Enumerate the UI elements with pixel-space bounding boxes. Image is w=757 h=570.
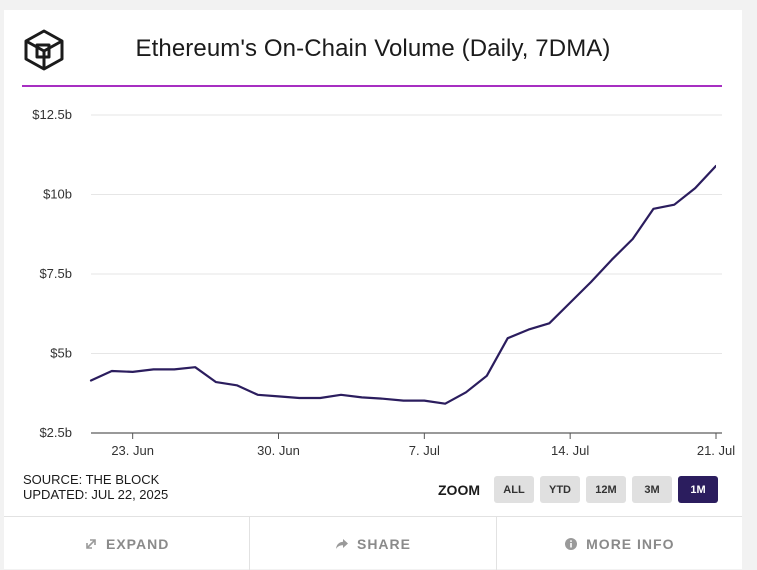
- zoom-3m-button[interactable]: 3M: [632, 476, 672, 503]
- expand-arrows-icon: [84, 537, 98, 551]
- expand-label: EXPAND: [106, 535, 170, 552]
- zoom-all-button[interactable]: ALL: [494, 476, 534, 503]
- source-block: Source: The Block Updated: Jul 22, 2025: [23, 472, 168, 502]
- zoom-1m-button[interactable]: 1M: [678, 476, 718, 503]
- x-tick-label: 7. Jul: [409, 443, 440, 458]
- source-label: Source: The Block: [23, 472, 160, 487]
- x-tick-label: 14. Jul: [551, 443, 589, 458]
- x-tick-label: 23. Jun: [111, 443, 154, 458]
- y-tick-label: $5b: [50, 346, 72, 361]
- x-tick-label: 30. Jun: [257, 443, 300, 458]
- chart-header: Ethereum's On-Chain Volume (Daily, 7DMA): [4, 10, 742, 87]
- x-tick-label: 21. Jul: [697, 443, 735, 458]
- expand-button[interactable]: EXPAND: [4, 517, 251, 570]
- chart-card: Ethereum's On-Chain Volume (Daily, 7DMA)…: [4, 10, 742, 570]
- y-tick-label: $7.5b: [39, 266, 72, 281]
- y-tick-label: $2.5b: [39, 425, 72, 440]
- share-button[interactable]: SHARE: [250, 517, 497, 570]
- zoom-ytd-button[interactable]: YTD: [540, 476, 580, 503]
- the-block-cube-logo: [24, 29, 64, 71]
- zoom-12m-button[interactable]: 12M: [586, 476, 626, 503]
- chart-footer: EXPAND SHARE MORE INFO: [4, 516, 742, 570]
- more-info-button[interactable]: MORE INFO: [497, 517, 742, 570]
- info-circle-icon: [564, 537, 578, 551]
- title-divider: [22, 85, 722, 87]
- share-arrow-icon: [335, 537, 349, 551]
- share-label: SHARE: [356, 535, 411, 552]
- series-line: [89, 164, 716, 405]
- chart-title: Ethereum's On-Chain Volume (Daily, 7DMA): [135, 35, 611, 62]
- more-info-label: MORE INFO: [586, 535, 675, 552]
- updated-label: Updated: Jul 22, 2025: [23, 487, 169, 502]
- y-tick-label: $10b: [43, 187, 72, 202]
- zoom-controls: ZOOM ALL YTD 12M 3M 1M: [438, 476, 718, 503]
- y-tick-label: $12.5b: [32, 107, 72, 122]
- line-chart: $2.5b $5b $7.5b $10b $12.5b 23. Jun 30. Jun 7. …: [32, 107, 735, 458]
- zoom-label: ZOOM: [438, 481, 480, 498]
